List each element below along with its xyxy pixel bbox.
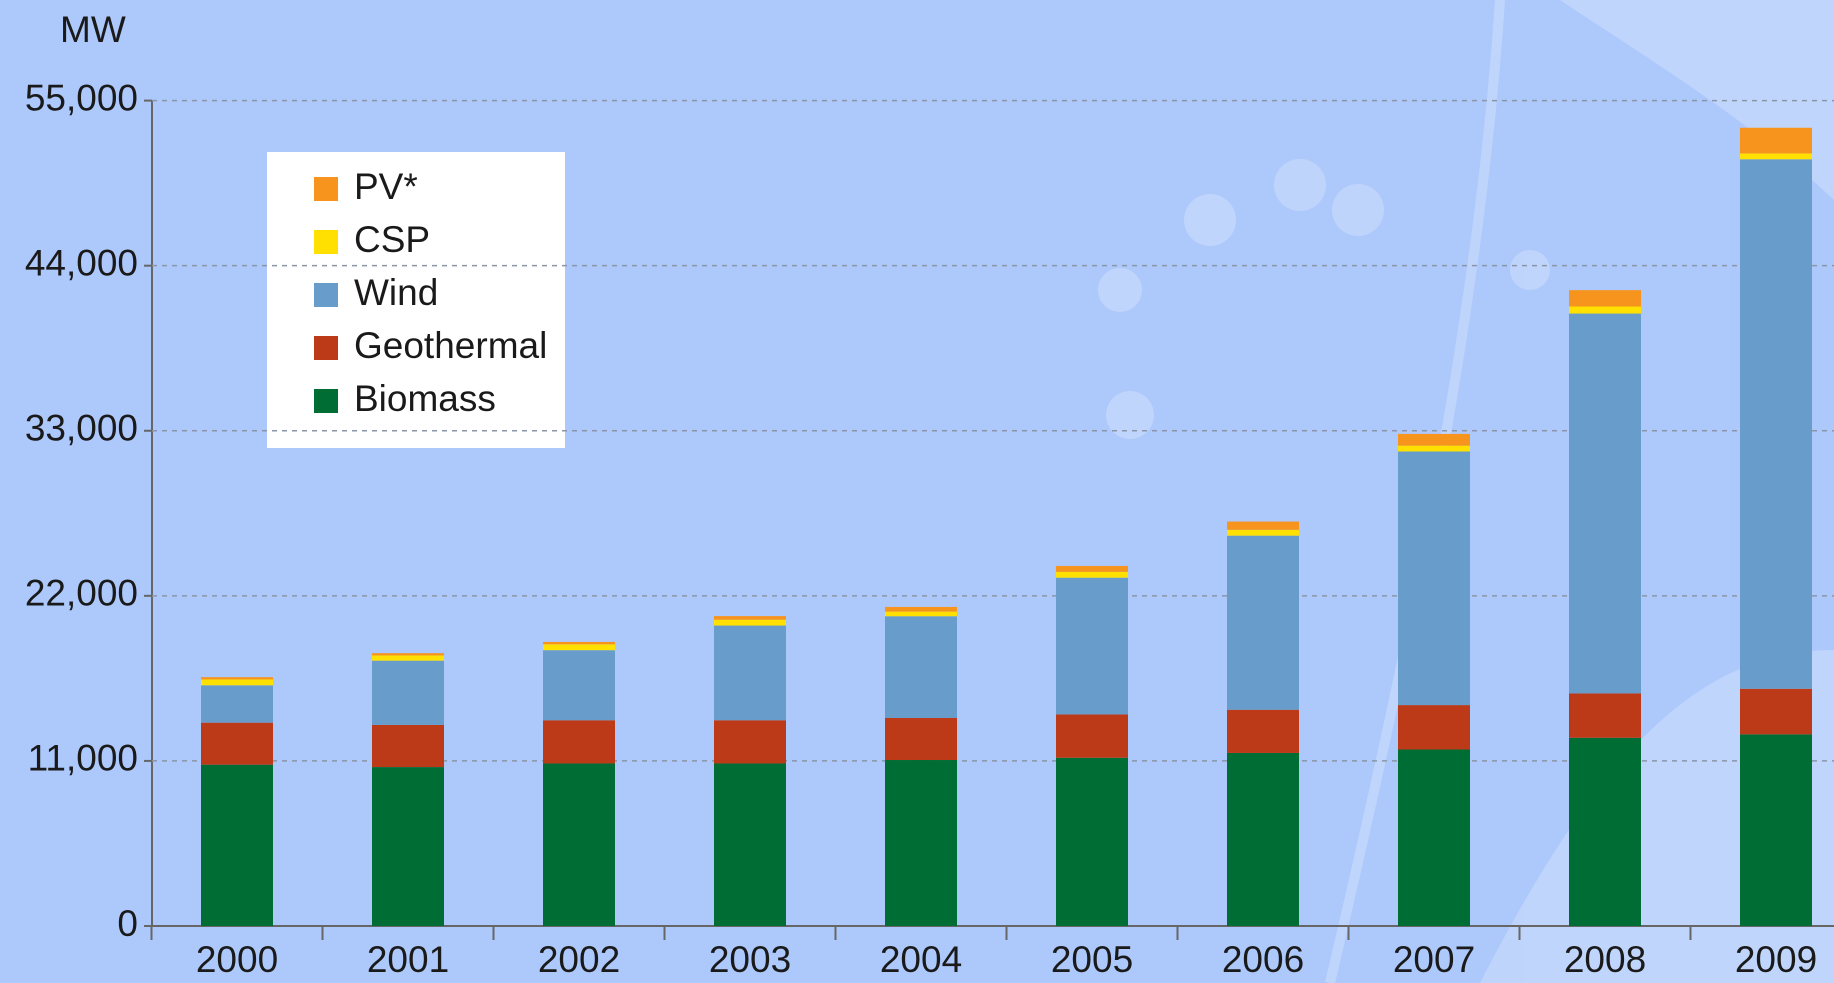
bar-segment <box>1740 153 1812 160</box>
x-tick-label: 2007 <box>1393 939 1475 980</box>
x-tick-label: 2003 <box>709 939 791 980</box>
bar-segment <box>1740 159 1812 689</box>
bar-segment <box>885 717 957 761</box>
bar-segment <box>885 611 957 617</box>
bar-segment <box>1056 757 1128 926</box>
bar-segment <box>201 722 273 765</box>
bar-segment <box>1569 737 1641 926</box>
bar-segment <box>714 619 786 626</box>
x-tick-label: 2001 <box>367 939 449 980</box>
y-tick-label: 55,000 <box>25 77 138 118</box>
bar-segment <box>1569 306 1641 314</box>
y-tick-label: 33,000 <box>25 408 138 449</box>
bar-segment <box>1398 749 1470 926</box>
bar-segment <box>372 660 444 725</box>
bar-segment <box>885 616 957 718</box>
bar-segment <box>1227 521 1299 530</box>
bar-segment <box>372 653 444 656</box>
bar-segment <box>885 760 957 926</box>
bar-segment <box>714 720 786 764</box>
legend-label: PV* <box>354 166 418 207</box>
bar-segment <box>201 677 273 680</box>
bar-segment <box>1740 127 1812 154</box>
y-tick-label: 0 <box>117 903 138 944</box>
bar-segment <box>1056 714 1128 758</box>
legend-label: CSP <box>354 219 430 260</box>
bar-segment <box>1569 290 1641 307</box>
y-tick-label: 44,000 <box>25 242 138 283</box>
bar-segment <box>1227 709 1299 753</box>
bar-segment <box>1569 693 1641 738</box>
bar-segment <box>1056 571 1128 578</box>
bar-segment <box>372 724 444 768</box>
legend-swatch <box>314 230 338 254</box>
y-axis-label: MW <box>60 9 126 50</box>
bar-segment <box>543 720 615 764</box>
bar-segment <box>1398 705 1470 750</box>
x-tick-label: 2009 <box>1735 939 1817 980</box>
bar-segment <box>1740 734 1812 926</box>
x-tick-label: 2006 <box>1222 939 1304 980</box>
x-tick-label: 2000 <box>196 939 278 980</box>
bar-segment <box>372 767 444 926</box>
legend-swatch <box>314 283 338 307</box>
y-tick-label: 11,000 <box>28 738 138 779</box>
legend-label: Wind <box>354 272 438 313</box>
legend-label: Geothermal <box>354 325 547 366</box>
bar-segment <box>714 616 786 620</box>
bar-segment <box>1227 535 1299 710</box>
bar-segment <box>714 625 786 721</box>
bar-segment <box>543 641 615 645</box>
x-tick-label: 2008 <box>1564 939 1646 980</box>
bar-segment <box>1056 577 1128 715</box>
bar-segment <box>543 644 615 651</box>
bar-segment <box>1056 565 1128 572</box>
bar-segment <box>885 606 957 612</box>
bar-segment <box>714 763 786 926</box>
bar-segment <box>1227 529 1299 536</box>
bar-segment <box>1227 752 1299 926</box>
bar-segment <box>201 679 273 686</box>
legend-label: Biomass <box>354 378 496 419</box>
bar-segment <box>1569 313 1641 694</box>
bar-segment <box>201 685 273 723</box>
bar-segment <box>1398 451 1470 706</box>
legend-swatch <box>314 336 338 360</box>
x-tick-label: 2005 <box>1051 939 1133 980</box>
legend-swatch <box>314 389 338 413</box>
bar-segment <box>372 655 444 661</box>
x-tick-label: 2004 <box>880 939 962 980</box>
y-tick-label: 22,000 <box>25 573 138 614</box>
bar-segment <box>1398 445 1470 452</box>
bar-segment <box>543 763 615 926</box>
bar-segment <box>201 764 273 926</box>
bar-segment <box>543 650 615 721</box>
bar-segment <box>1398 433 1470 446</box>
bar-segment <box>1740 688 1812 735</box>
legend-swatch <box>314 177 338 201</box>
x-tick-label: 2002 <box>538 939 620 980</box>
